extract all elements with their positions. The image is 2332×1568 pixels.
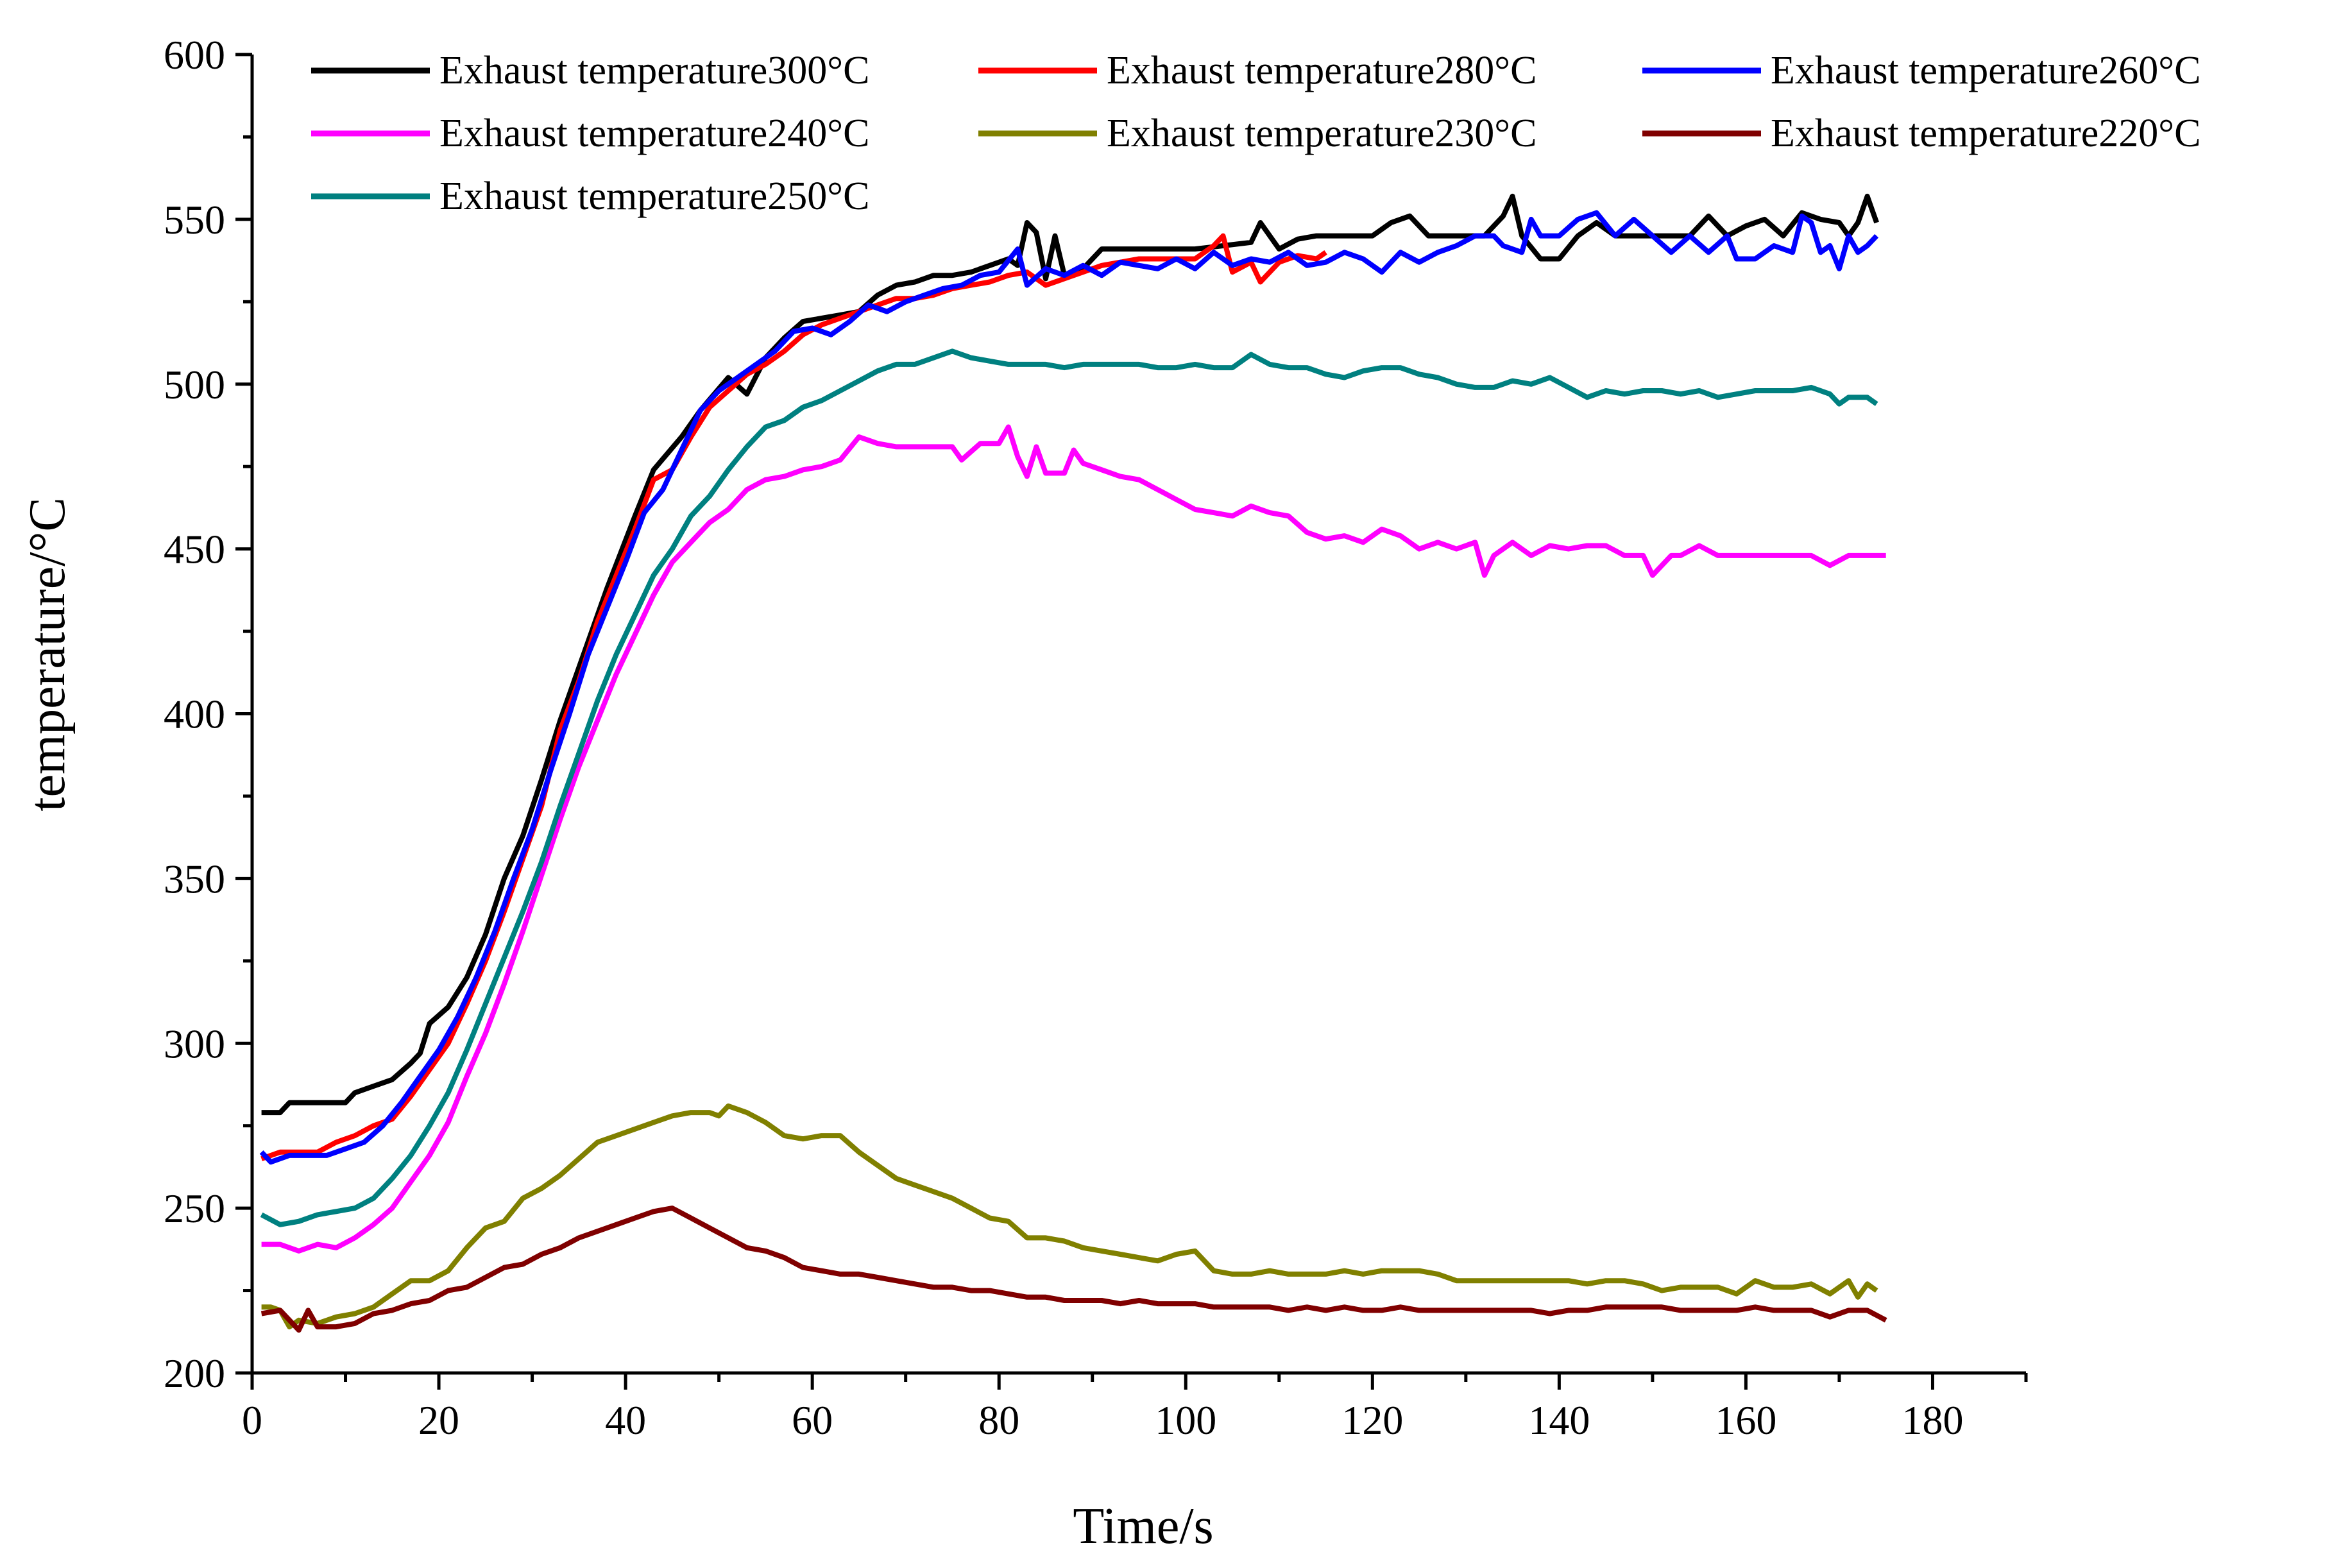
series-line-6 — [260, 348, 1878, 1227]
y-tick-label: 300 — [164, 1021, 225, 1066]
legend-label: Exhaust temperature230°C — [1107, 112, 1536, 155]
y-tick-label: 350 — [164, 856, 225, 901]
legend-label: Exhaust temperature280°C — [1107, 49, 1536, 92]
y-tick-label: 200 — [164, 1351, 225, 1396]
legend-label: Exhaust temperature220°C — [1771, 112, 2200, 155]
series-line-0 — [261, 193, 1879, 1116]
y-tick-label: 450 — [164, 527, 225, 572]
series-line-1 — [260, 233, 1327, 1161]
series-line-2 — [259, 210, 1879, 1165]
legend: Exhaust temperature300°C Exhaust temperat… — [311, 49, 2200, 218]
legend-label: Exhaust temperature260°C — [1771, 49, 2200, 92]
y-tick-label: 400 — [164, 692, 225, 737]
legend-label: Exhaust temperature300°C — [439, 49, 869, 92]
legend-label: Exhaust temperature250°C — [439, 175, 869, 218]
x-tick-label: 180 — [1902, 1397, 1963, 1443]
series-line-3 — [261, 424, 1886, 1254]
series-lines — [259, 193, 1887, 1333]
series-line-4 — [261, 1103, 1878, 1330]
series-line-5 — [260, 1206, 1887, 1333]
x-tick-label: 100 — [1155, 1397, 1216, 1443]
x-tick-label: 120 — [1341, 1397, 1403, 1443]
x-tick-label: 60 — [792, 1397, 833, 1443]
x-tick-label: 140 — [1528, 1397, 1590, 1443]
axes: 200 250 300 350 400 450 500 550 600 0 20 40 60 80 100 1… — [164, 32, 2028, 1443]
x-axis-title: Time/s — [1073, 1498, 1213, 1555]
x-tick-label: 80 — [978, 1397, 1019, 1443]
y-tick-label: 250 — [164, 1186, 225, 1231]
x-tick-label: 40 — [605, 1397, 646, 1443]
x-tick-label: 20 — [418, 1397, 459, 1443]
y-tick-label: 500 — [164, 362, 225, 407]
y-tick-label: 600 — [164, 32, 225, 78]
x-tick-label: 0 — [242, 1397, 262, 1443]
x-tick-label: 160 — [1715, 1397, 1776, 1443]
y-tick-label: 550 — [164, 197, 225, 243]
legend-label: Exhaust temperature240°C — [439, 112, 869, 155]
y-axis-title: temperature/°C — [19, 497, 76, 812]
